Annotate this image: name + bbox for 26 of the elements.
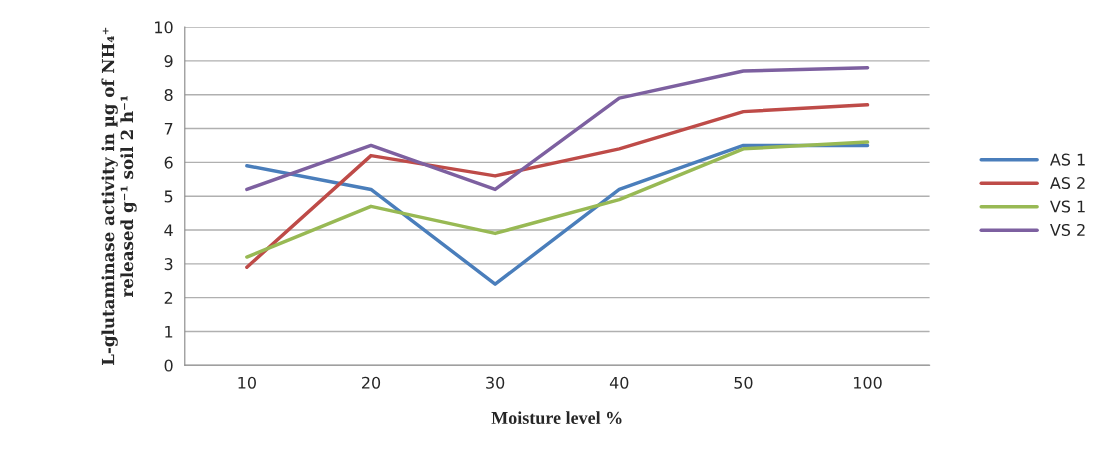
x-tick-label: 100	[854, 376, 882, 389]
line-series	[245, 65, 870, 192]
x-axis-title: Moisture level %	[491, 411, 622, 425]
line-series	[245, 140, 870, 259]
x-tick-label: 50	[734, 376, 753, 389]
x-tick-label: 30	[486, 376, 505, 389]
x-tick-label: 40	[609, 376, 629, 389]
y-tick-label: 3	[164, 258, 173, 271]
y-axis-title: L-glutaminase activity in µg of NH₄⁺ released g⁻¹ soil 2 h⁻¹	[101, 27, 137, 365]
x-tick-label: 20	[362, 376, 381, 389]
legend-label: AS 2	[1050, 177, 1085, 190]
y-tick-label: 9	[164, 55, 173, 68]
y-tick-label: 10	[155, 21, 173, 34]
legend-label: AS 1	[1050, 153, 1085, 166]
y-tick-label: 6	[164, 156, 173, 169]
y-tick-label: 0	[164, 359, 173, 372]
y-tick-label: 4	[164, 224, 173, 237]
line-series	[245, 103, 870, 269]
legend-label: VS 1	[1050, 200, 1085, 213]
y-tick-label: 8	[164, 88, 173, 102]
y-tick-label: 1	[165, 325, 173, 338]
legend-label: VS 2	[1050, 223, 1085, 236]
y-tick-label: 5	[164, 190, 173, 203]
y-tick-label: 2	[164, 291, 173, 304]
x-tick-label: 10	[238, 376, 256, 389]
y-tick-label: 7	[164, 122, 173, 135]
